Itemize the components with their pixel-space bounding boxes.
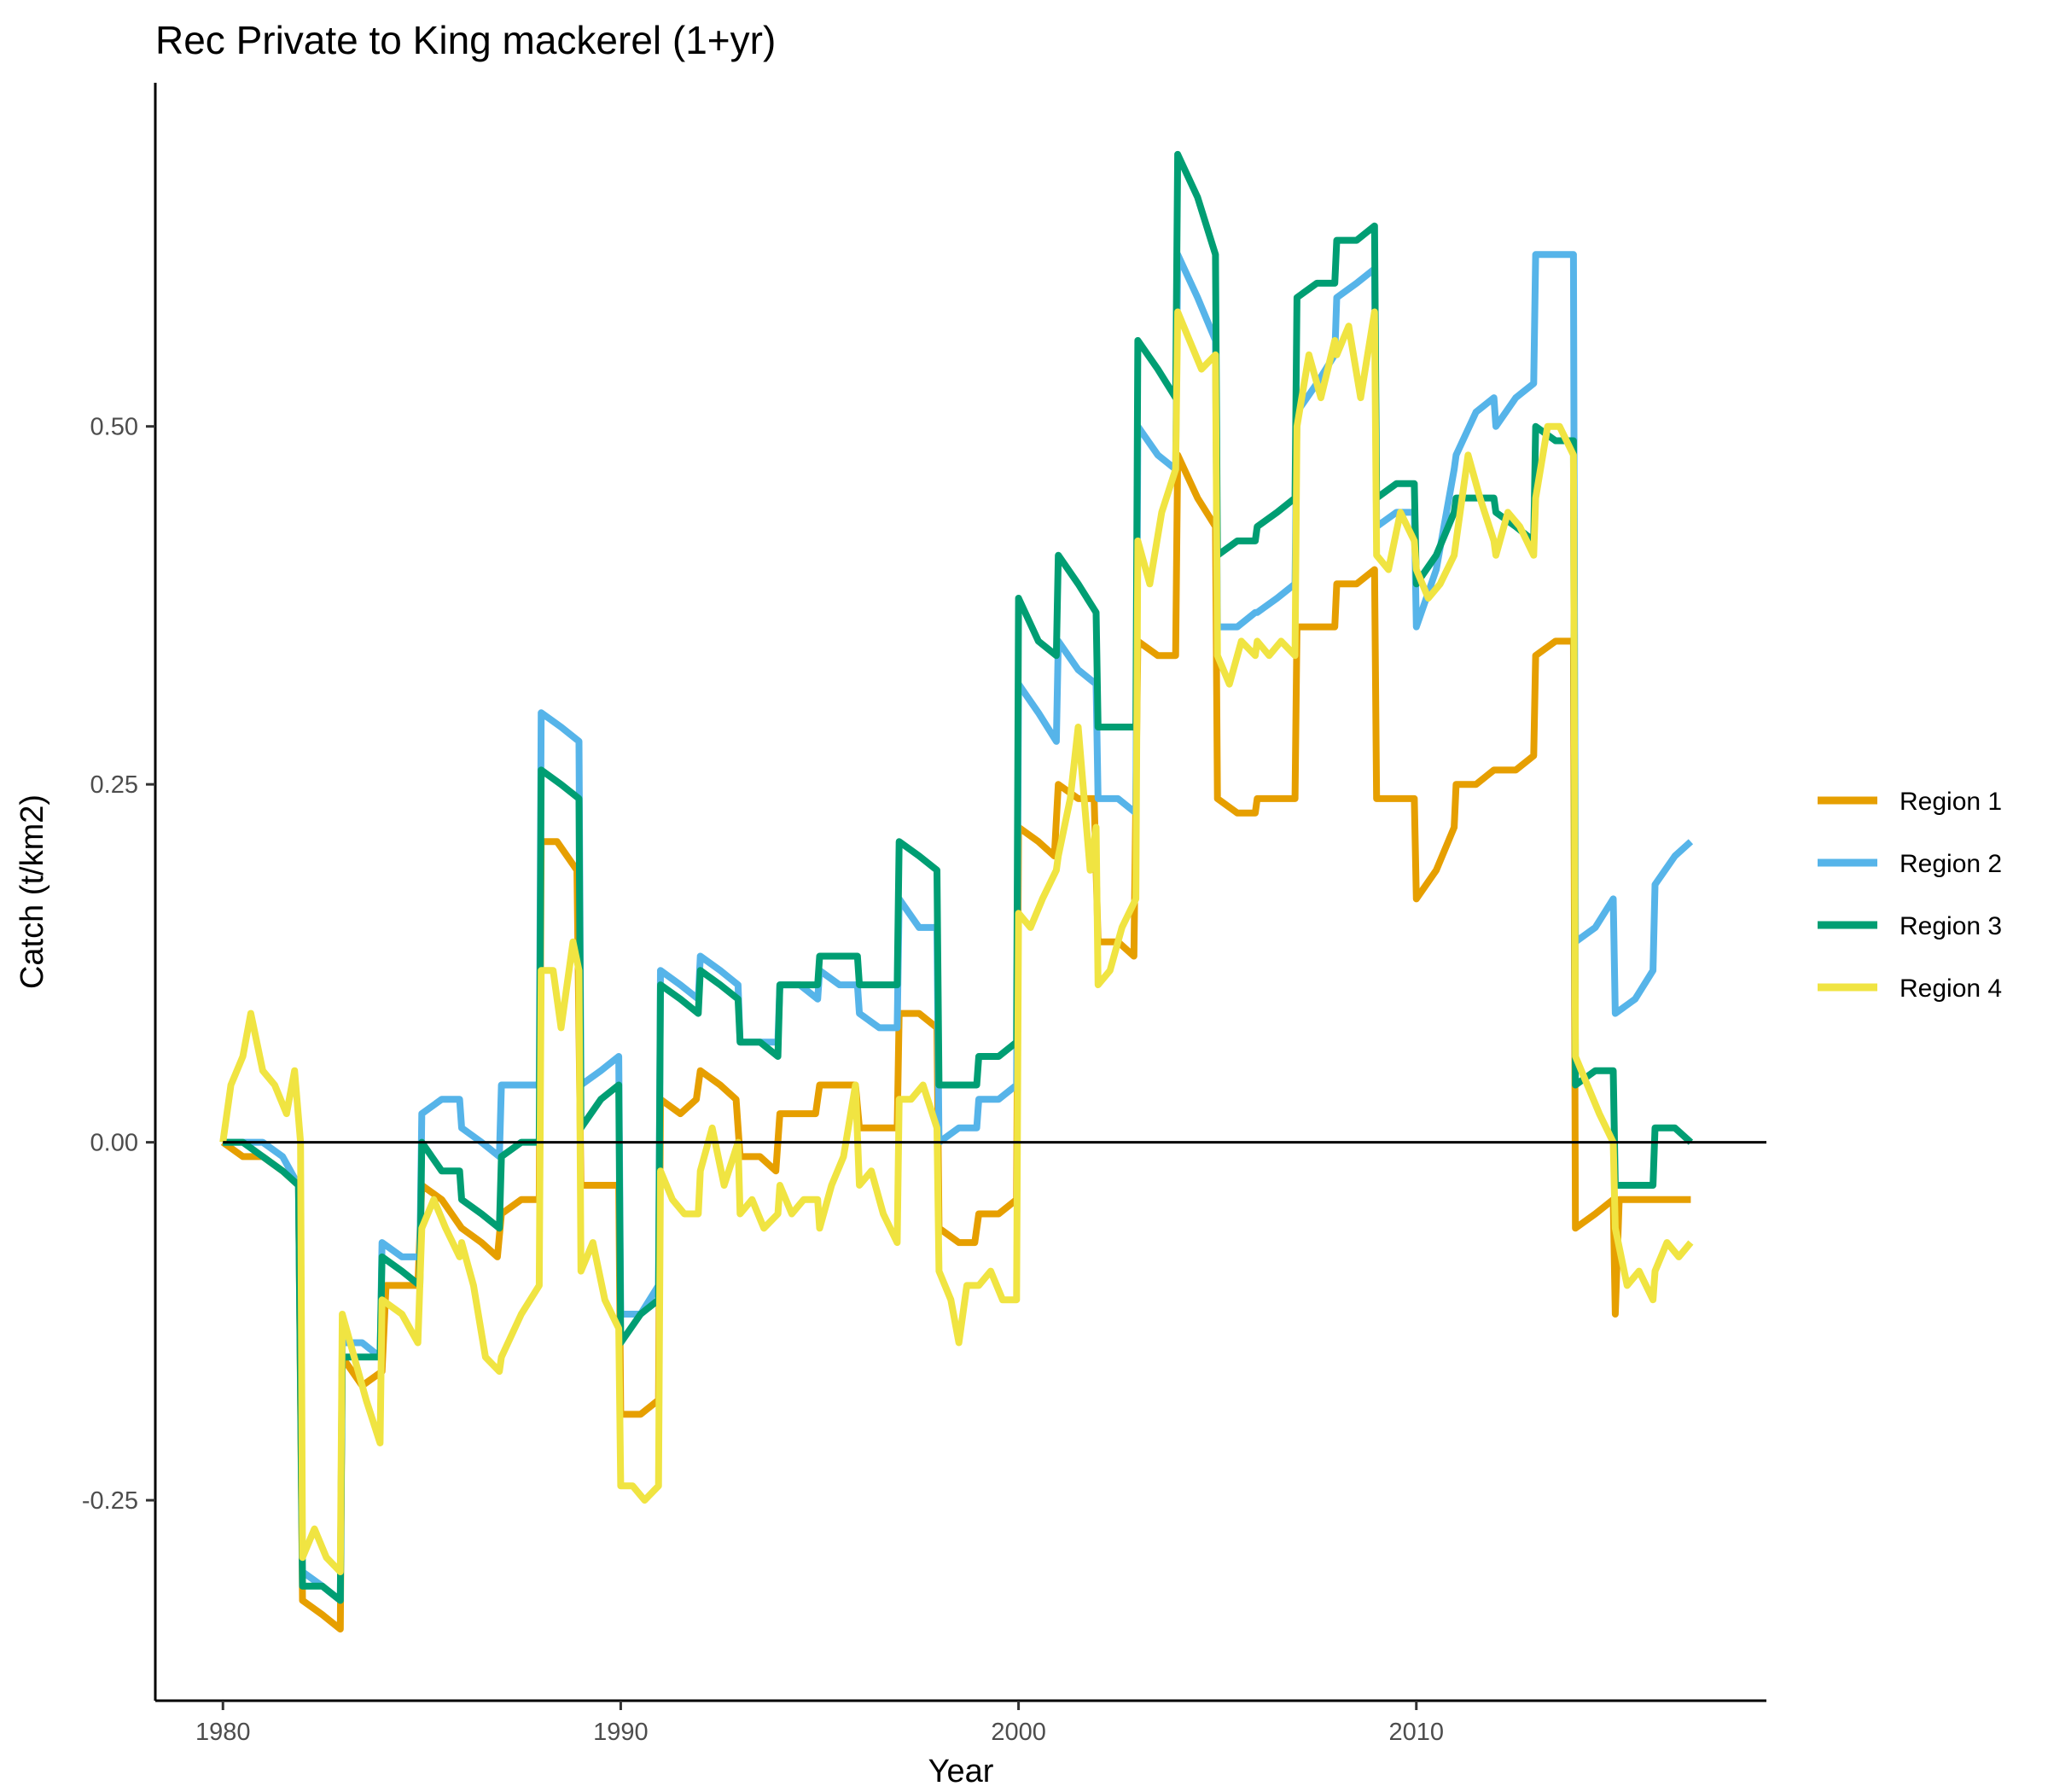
x-axis-ticks: 1980 1990 2000 2010 xyxy=(195,1701,1444,1746)
legend-label-region-1: Region 1 xyxy=(1900,788,2002,816)
series-line-region-2 xyxy=(223,251,1694,1604)
legend: Region 1 Region 2 Region 3 Region 4 xyxy=(1818,788,2002,1003)
series-line-region-3 xyxy=(223,150,1694,1604)
y-axis-title: Catch (t/km2) xyxy=(15,794,50,989)
y-tick-label: -0.25 xyxy=(82,1487,138,1515)
series-line-region-4 xyxy=(219,308,1694,1575)
series-line-region-1 xyxy=(220,451,1691,1633)
x-tick-label: 1990 xyxy=(593,1719,649,1746)
y-tick-label: 0.25 xyxy=(90,771,138,799)
plot-series xyxy=(219,150,1694,1633)
legend-label-region-4: Region 4 xyxy=(1900,975,2002,1003)
legend-label-region-2: Region 2 xyxy=(1900,850,2002,878)
y-tick-label: 0.50 xyxy=(90,414,138,441)
x-tick-label: 2000 xyxy=(991,1719,1046,1746)
x-tick-label: 1980 xyxy=(195,1719,251,1746)
y-tick-label: 0.00 xyxy=(90,1130,138,1157)
x-axis-title: Year xyxy=(928,1754,994,1789)
y-axis-ticks: -0.25 0.00 0.25 0.50 xyxy=(82,414,155,1515)
legend-label-region-3: Region 3 xyxy=(1900,912,2002,940)
chart-title: Rec Private to King mackerel (1+yr) xyxy=(155,18,776,62)
x-tick-label: 2010 xyxy=(1389,1719,1445,1746)
